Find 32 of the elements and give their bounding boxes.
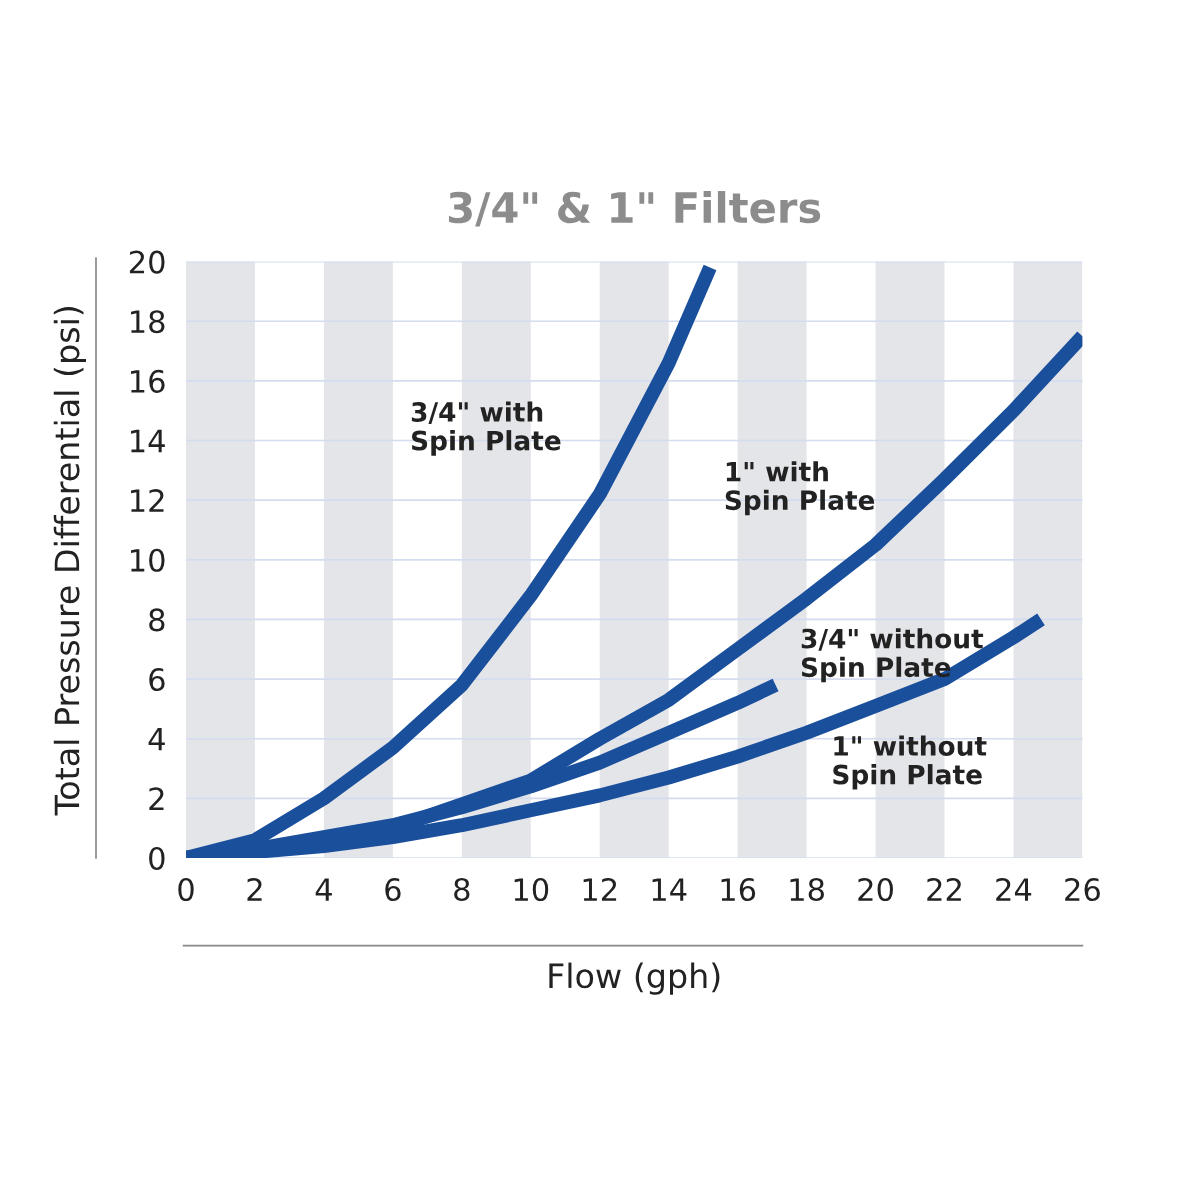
chart-title: 3/4" & 1" Filters: [448, 191, 821, 227]
y-tick-label: 8: [149, 608, 165, 632]
y-tick-label: 20: [129, 250, 165, 274]
x-tick-label: 8: [454, 877, 470, 902]
x-tick-label: 26: [1065, 877, 1100, 902]
x-tick-label: 18: [790, 877, 824, 902]
series-label: 3/4" with Spin Plate: [411, 401, 561, 456]
y-tick-label: 16: [131, 369, 165, 393]
x-tick-label: 24: [996, 877, 1032, 901]
y-tick-label: 18: [131, 310, 165, 334]
x-tick-label: 6: [385, 877, 401, 902]
x-tick-label: 14: [652, 878, 687, 901]
x-tick-label: 10: [514, 877, 549, 902]
y-tick-label: 14: [131, 429, 165, 453]
y-tick-label: 0: [149, 846, 165, 871]
x-tick-label: 12: [583, 877, 617, 901]
y-tick-label: 12: [131, 489, 164, 512]
x-tick-label: 22: [927, 877, 961, 901]
x-tick-label: 4: [315, 878, 332, 901]
x-tick-label: 2: [247, 877, 262, 901]
x-tick-label: 0: [178, 877, 194, 902]
series-label: 3/4" without Spin Plate: [801, 628, 984, 683]
y-axis-title: Total Pressure Differential (psi): [53, 307, 87, 816]
x-tick-label: 16: [721, 877, 756, 902]
series-label: 1" without Spin Plate: [833, 735, 987, 790]
y-tick-label: 10: [131, 548, 165, 572]
y-tick-label: 2: [149, 787, 164, 810]
y-tick-label: 4: [148, 728, 165, 751]
x-axis-title: Flow (gph): [549, 962, 720, 995]
series-label: 1" with Spin Plate: [725, 461, 875, 516]
y-tick-label: 6: [149, 668, 165, 692]
x-tick-label: 20: [858, 877, 893, 902]
